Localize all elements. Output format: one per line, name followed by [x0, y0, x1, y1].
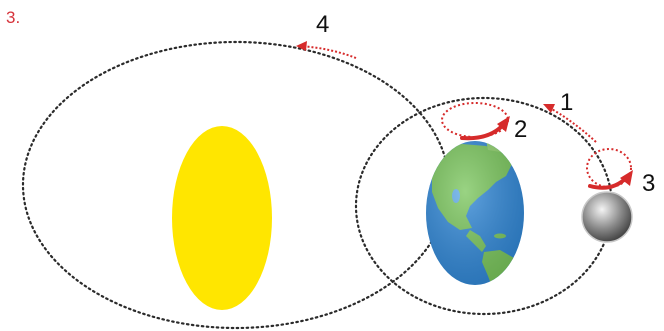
label-4: 4: [316, 11, 329, 38]
label-3: 3: [642, 170, 655, 197]
label-2: 2: [514, 116, 527, 143]
question-number: 3.: [6, 8, 21, 27]
moon-icon: [581, 191, 633, 243]
label-1: 1: [560, 89, 573, 116]
sun-icon: [172, 126, 272, 310]
arrow-2: [460, 122, 506, 141]
arrow-1: [547, 106, 597, 143]
earth-icon: [426, 141, 524, 285]
